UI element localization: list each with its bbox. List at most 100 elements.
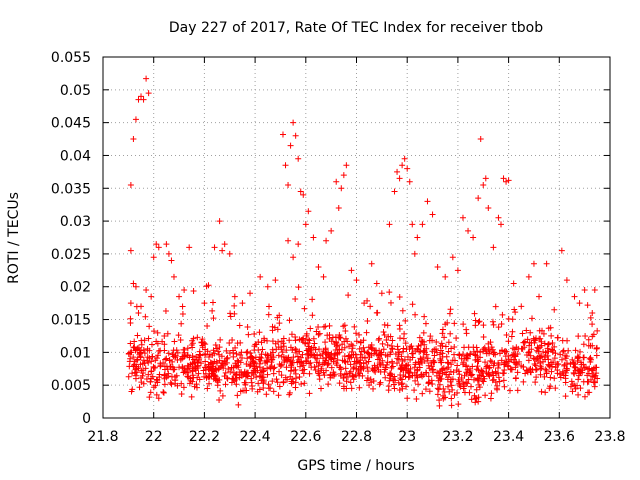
data-point	[223, 347, 230, 354]
data-point	[206, 353, 213, 360]
data-point	[343, 378, 350, 385]
data-point	[150, 384, 157, 391]
data-point	[353, 338, 360, 345]
data-point	[445, 348, 452, 355]
data-point	[480, 181, 487, 188]
data-point	[147, 389, 154, 396]
data-point	[154, 352, 161, 359]
data-point	[248, 375, 255, 382]
data-point	[409, 221, 416, 228]
data-point	[201, 364, 208, 371]
data-point	[473, 344, 480, 351]
data-point	[272, 340, 279, 347]
data-point	[292, 366, 299, 373]
data-point	[498, 357, 505, 364]
data-point	[571, 293, 578, 300]
data-point	[303, 358, 310, 365]
data-point	[356, 384, 363, 391]
data-point	[369, 346, 376, 353]
data-point	[148, 341, 155, 348]
data-point	[341, 371, 348, 378]
data-point	[460, 359, 467, 366]
data-point	[345, 292, 352, 299]
data-point	[475, 381, 482, 388]
data-point	[477, 136, 484, 143]
data-point	[429, 337, 436, 344]
data-point	[395, 379, 402, 386]
data-point	[386, 289, 393, 296]
data-point	[244, 348, 251, 355]
data-point	[333, 343, 340, 350]
data-point	[239, 300, 246, 307]
data-point	[411, 364, 418, 371]
data-point	[346, 352, 353, 359]
data-point	[415, 358, 422, 365]
data-point	[193, 384, 200, 391]
data-point	[542, 389, 549, 396]
data-point	[314, 355, 321, 362]
data-point	[137, 374, 144, 381]
data-point	[389, 363, 396, 370]
data-point	[525, 273, 532, 280]
x-tick-label: 22.4	[240, 429, 271, 445]
data-point	[129, 386, 136, 393]
data-point	[306, 348, 313, 355]
data-point	[434, 385, 441, 392]
data-point	[127, 181, 134, 188]
data-point	[189, 337, 196, 344]
data-point	[300, 191, 307, 198]
data-point	[470, 348, 477, 355]
data-point	[563, 277, 570, 284]
data-point	[288, 331, 295, 338]
data-point	[386, 221, 393, 228]
data-point	[337, 372, 344, 379]
data-point	[557, 351, 564, 358]
data-point	[402, 340, 409, 347]
data-point	[545, 348, 552, 355]
data-point	[233, 350, 240, 357]
data-point	[255, 380, 262, 387]
data-point	[493, 370, 500, 377]
data-point	[409, 372, 416, 379]
data-point	[145, 335, 152, 342]
data-point	[552, 385, 559, 392]
data-point	[292, 345, 299, 352]
data-point	[469, 371, 476, 378]
data-point	[594, 327, 601, 334]
data-point	[506, 387, 513, 394]
data-point	[264, 283, 271, 290]
data-point	[485, 365, 492, 372]
data-point	[202, 370, 209, 377]
data-point	[221, 373, 228, 380]
data-point	[146, 347, 153, 354]
data-point	[277, 363, 284, 370]
data-point	[421, 341, 428, 348]
data-point	[531, 339, 538, 346]
data-point	[543, 370, 550, 377]
data-point	[206, 374, 213, 381]
data-point	[201, 339, 208, 346]
data-point	[294, 353, 301, 360]
data-point	[558, 247, 565, 254]
data-point	[495, 361, 502, 368]
data-point	[585, 336, 592, 343]
data-point	[140, 346, 147, 353]
data-point	[333, 360, 340, 367]
data-point	[212, 376, 219, 383]
data-point	[146, 323, 153, 330]
data-point	[546, 362, 553, 369]
data-point	[479, 368, 486, 375]
data-point	[289, 347, 296, 354]
data-point	[242, 373, 249, 380]
data-point	[200, 367, 207, 374]
data-point	[290, 254, 297, 261]
data-point	[419, 390, 426, 397]
data-point	[367, 303, 374, 310]
data-point	[495, 214, 502, 221]
data-point	[380, 329, 387, 336]
data-point	[346, 343, 353, 350]
data-point	[286, 317, 293, 324]
data-point	[485, 204, 492, 211]
data-point	[346, 370, 353, 377]
data-point	[307, 359, 314, 366]
